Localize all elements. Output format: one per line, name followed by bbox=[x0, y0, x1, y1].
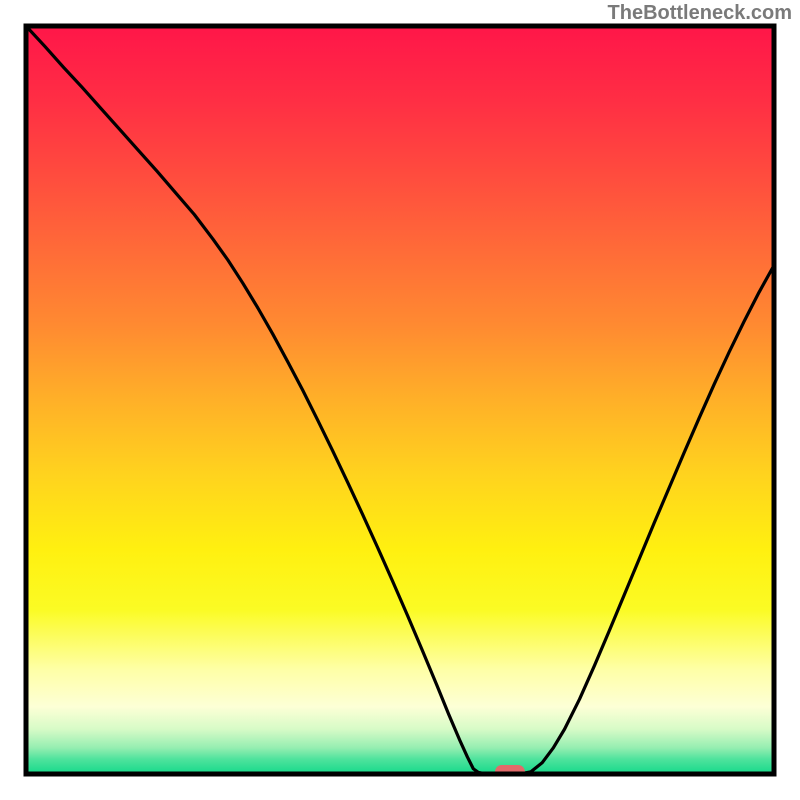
chart-container: TheBottleneck.com bbox=[0, 0, 800, 800]
watermark-text: TheBottleneck.com bbox=[608, 2, 792, 25]
chart-background bbox=[26, 26, 774, 774]
bottleneck-chart bbox=[0, 0, 800, 800]
